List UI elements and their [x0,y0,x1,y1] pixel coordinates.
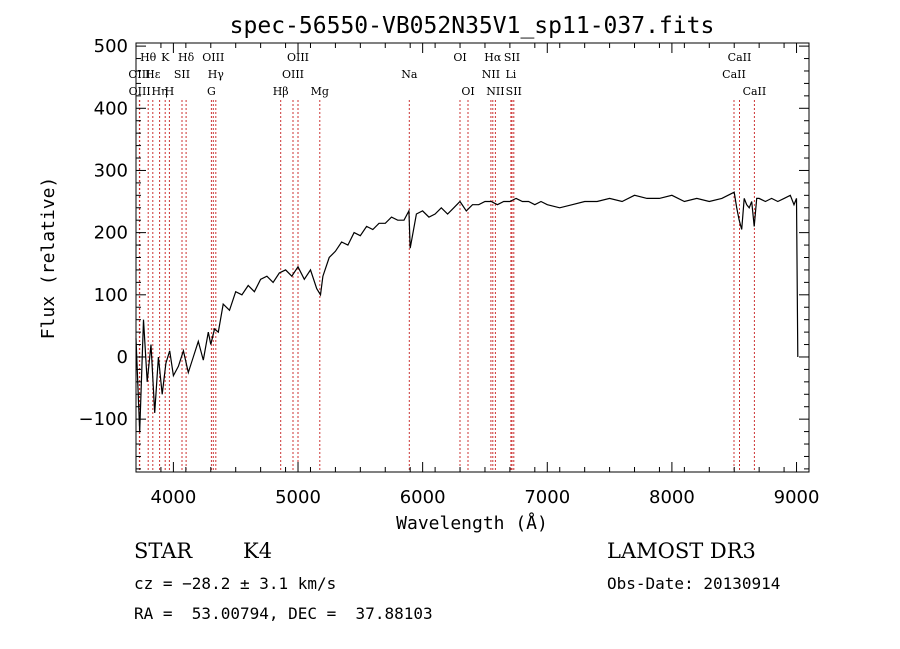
line-marker-label: Hγ [208,68,225,81]
line-marker-label: NII [486,85,504,98]
object-class: STAR [134,539,193,563]
y-tick-label: 0 [117,347,128,368]
y-tick-label: 100 [94,285,128,306]
x-tick-label: 8000 [649,487,695,508]
x-axis-label: Wavelength (Å) [396,512,548,534]
coordinates: RA = 53.00794, DEC = 37.88103 [134,604,433,623]
line-marker-label: Hδ [178,51,195,64]
y-axis: −100 0 100 200 300 400 500 [79,36,809,470]
line-marker-label: G [207,85,216,98]
plot-frame [135,42,810,473]
line-marker-label: Mg [311,85,329,98]
y-tick-label: 500 [94,36,128,57]
line-marker-label: OI [453,51,466,64]
x-tick-label: 4000 [150,487,196,508]
line-marker-label: Hα [484,51,502,64]
observation-date: Obs-Date: 20130914 [607,574,781,593]
line-marker-label: OI [461,85,474,98]
line-marker-label: CaII [728,51,752,64]
line-marker-label: Hβ [273,85,289,98]
x-tick-label: 6000 [400,487,446,508]
x-tick-label: 7000 [524,487,570,508]
survey-name: LAMOST DR3 [607,539,756,563]
y-tick-label: 300 [94,160,128,181]
line-marker-label: NII [482,68,500,81]
y-tick-label: 400 [94,98,128,119]
spectral-line-markers [138,100,755,472]
y-tick-label: 200 [94,223,128,244]
line-marker-label: Hη [152,85,168,98]
chart-title: spec-56550-VB052N35V1_sp11-037.fits [230,13,715,39]
line-marker-label: OIII [202,51,224,64]
line-marker-label: H [165,85,175,98]
x-axis: 4000 5000 6000 7000 8000 9000 [135,43,820,508]
line-marker-label: OIII [287,51,309,64]
spectrum-line [135,191,799,432]
line-marker-label: OIII [129,85,151,98]
line-marker-label: Hθ [140,51,157,64]
line-marker-label: CaII [722,68,746,81]
line-marker-label: CaII [743,85,767,98]
line-marker-label: Li [505,68,516,81]
line-marker-label: SII [174,68,190,81]
line-marker-label: Na [401,68,418,81]
line-marker-label: SII [506,85,522,98]
y-tick-label: −100 [79,409,128,430]
line-marker-label: Hε [145,68,161,81]
redshift-cz: cz = −28.2 ± 3.1 km/s [134,574,337,593]
x-tick-label: 5000 [275,487,321,508]
line-marker-label: K [161,51,170,64]
object-subclass: K4 [243,539,273,563]
y-axis-label: Flux (relative) [38,177,59,340]
line-marker-label: OIII [128,68,150,81]
line-marker-label: SII [504,51,520,64]
line-marker-label: OIII [282,68,304,81]
x-tick-label: 9000 [774,487,820,508]
